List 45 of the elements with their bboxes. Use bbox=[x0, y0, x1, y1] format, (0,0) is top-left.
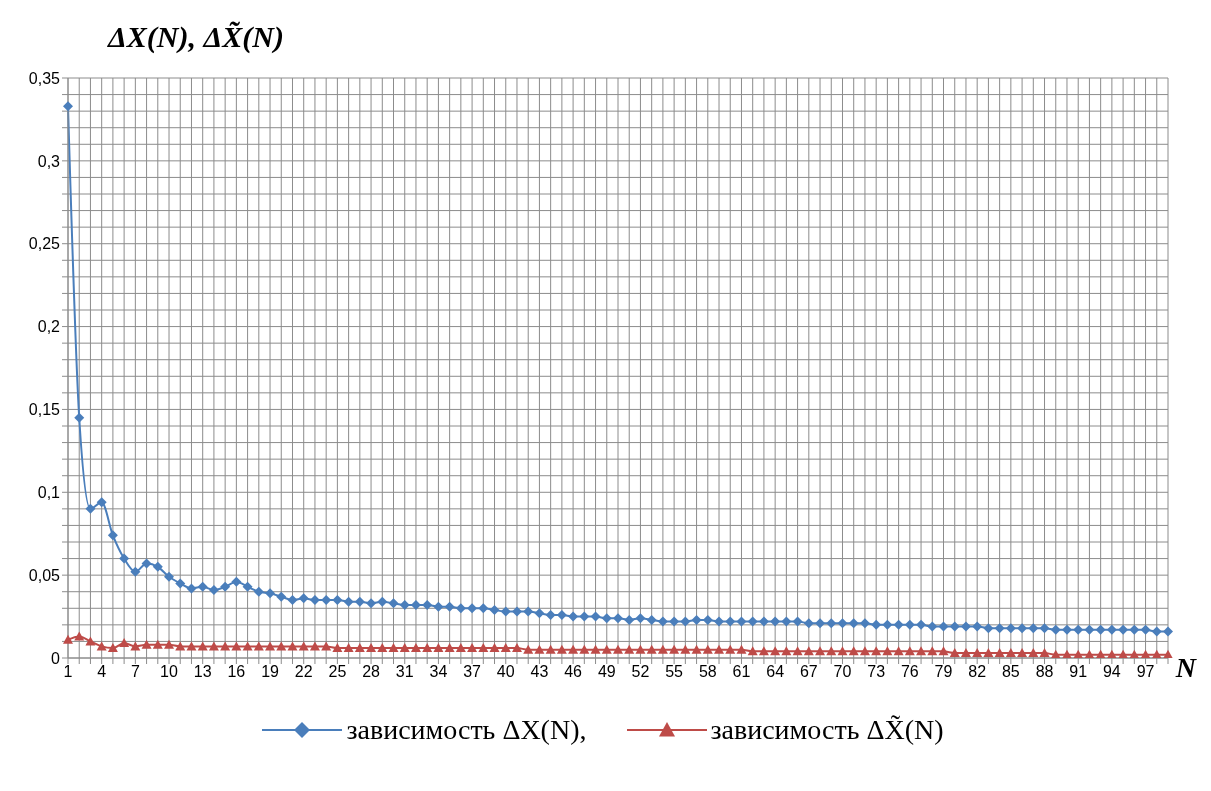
x-tick-label: 73 bbox=[867, 663, 886, 681]
x-tick-label: 61 bbox=[732, 663, 751, 681]
x-tick-label: 1 bbox=[63, 663, 73, 681]
x-tick-label: 19 bbox=[261, 663, 280, 681]
x-tick-label: 46 bbox=[564, 663, 583, 681]
legend-label: зависимость ΔX(N), bbox=[346, 714, 587, 746]
x-axis-title: N bbox=[1175, 652, 1196, 684]
y-tick-label: 0,05 bbox=[28, 566, 61, 584]
x-tick-label: 28 bbox=[362, 663, 381, 681]
x-tick-label: 88 bbox=[1035, 663, 1054, 681]
x-tick-label: 4 bbox=[97, 663, 107, 681]
y-tick-label: 0,15 bbox=[28, 401, 61, 419]
x-tick-label: 49 bbox=[597, 663, 616, 681]
x-tick-label: 64 bbox=[766, 663, 785, 681]
x-tick-label: 31 bbox=[395, 663, 414, 681]
y-tick-label: 0,3 bbox=[37, 152, 61, 170]
x-tick-label: 10 bbox=[160, 663, 179, 681]
x-tick-label: 40 bbox=[496, 663, 515, 681]
x-tick-label: 67 bbox=[799, 663, 818, 681]
x-tick-label: 70 bbox=[833, 663, 852, 681]
x-tick-label: 85 bbox=[1001, 663, 1020, 681]
y-tick-label: 0 bbox=[51, 649, 61, 667]
y-tick-label: 0,25 bbox=[28, 235, 61, 253]
x-tick-label: 16 bbox=[227, 663, 246, 681]
x-tick-label: 76 bbox=[900, 663, 919, 681]
x-tick-label: 7 bbox=[130, 663, 140, 681]
x-tick-label: 55 bbox=[665, 663, 684, 681]
x-tick-label: 97 bbox=[1136, 663, 1155, 681]
x-tick-label: 82 bbox=[968, 663, 987, 681]
x-tick-label: 79 bbox=[934, 663, 953, 681]
y-axis-title: ΔX(N), ΔX̃(N) bbox=[108, 20, 284, 54]
x-tick-label: 52 bbox=[631, 663, 650, 681]
x-tick-label: 91 bbox=[1069, 663, 1088, 681]
y-tick-label: 0,1 bbox=[37, 483, 61, 501]
x-tick-label: 58 bbox=[698, 663, 717, 681]
x-tick-label: 22 bbox=[294, 663, 313, 681]
legend-label: зависимость ΔX̃(N) bbox=[710, 714, 944, 746]
x-tick-label: 43 bbox=[530, 663, 549, 681]
y-tick-label: 0,2 bbox=[37, 318, 61, 336]
x-tick-label: 94 bbox=[1102, 663, 1121, 681]
x-tick-label: 13 bbox=[193, 663, 212, 681]
x-tick-label: 37 bbox=[463, 663, 482, 681]
y-tick-label: 0,35 bbox=[28, 69, 61, 87]
x-tick-label: 25 bbox=[328, 663, 347, 681]
x-tick-label: 34 bbox=[429, 663, 448, 681]
